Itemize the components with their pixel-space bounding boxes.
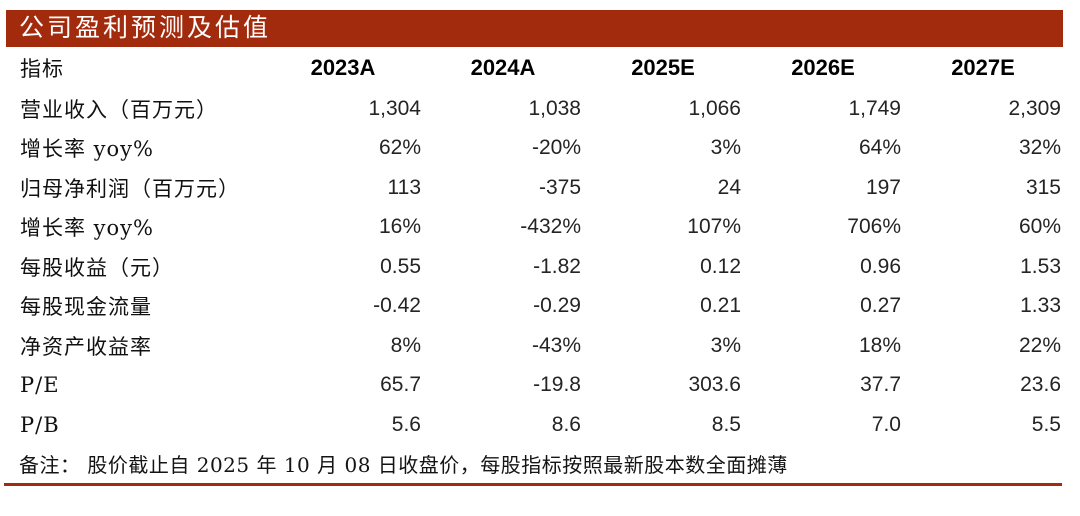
cell-value: 16% (378, 215, 421, 239)
cell-value: 3% (710, 333, 741, 357)
cell-value: -432% (520, 215, 581, 239)
row-label: P/E (20, 373, 60, 398)
cell-value: 8.5 (711, 412, 741, 436)
cell-value: 18% (858, 333, 901, 357)
table-row: 归母净利润（百万元） 113 -375 24 197 315 (6, 168, 1063, 208)
cell-value: 37.7 (860, 373, 901, 397)
cell-value: 1.33 (1020, 294, 1061, 318)
footnote: 备注： 股价截止自 2025 年 10 月 08 日收盘价，每股指标按照最新股本… (19, 452, 788, 477)
cell-value: 113 (387, 175, 421, 199)
metric-column-header: 指标 (20, 57, 64, 81)
cell-value: 24 (717, 175, 741, 199)
cell-value: 303.6 (688, 373, 741, 397)
table-row: 营业收入（百万元） 1,304 1,038 1,066 1,749 2,309 (6, 89, 1063, 129)
cell-value: 0.96 (860, 254, 901, 278)
year-column-header: 2023A (310, 55, 376, 80)
row-label: 归母净利润（百万元） (20, 176, 240, 201)
row-label: 每股收益（元） (20, 255, 174, 280)
cell-value: 0.27 (860, 294, 901, 318)
cell-value: -1.82 (533, 254, 581, 278)
cell-value: -19.8 (533, 373, 581, 397)
row-label: 每股现金流量 (20, 295, 152, 320)
table-row: 净资产收益率 8% -43% 3% 18% 22% (6, 326, 1063, 366)
cell-value: 8.6 (551, 412, 581, 436)
cell-value: 5.6 (391, 412, 421, 436)
forecast-valuation-panel: 公司盈利预测及估值 指标 2023A 2024A 2025E 2026E 2027E 营业… (4, 10, 1063, 486)
cell-value: 315 (1025, 175, 1061, 199)
cell-value: 23.6 (1020, 373, 1061, 397)
cell-value: 1,304 (368, 96, 421, 120)
cell-value: 8% (390, 333, 421, 357)
cell-value: -0.42 (373, 294, 421, 318)
cell-value: 3% (710, 136, 741, 160)
cell-value: 0.12 (700, 254, 741, 278)
cell-value: 1,749 (848, 96, 901, 120)
cell-value: 1,066 (688, 96, 741, 120)
cell-value: 7.0 (871, 412, 901, 436)
table-row: 每股现金流量 -0.42 -0.29 0.21 0.27 1.33 (6, 287, 1063, 327)
table-row: 每股收益（元） 0.55 -1.82 0.12 0.96 1.53 (6, 247, 1063, 287)
cell-value: -375 (538, 175, 581, 199)
cell-value: 0.21 (700, 294, 741, 318)
cell-value: -43% (531, 333, 581, 357)
row-label: 营业收入（百万元） (20, 97, 218, 122)
cell-value: 0.55 (380, 254, 421, 278)
table-row: P/B 5.6 8.6 8.5 7.0 5.5 (6, 405, 1063, 445)
table-title-bar: 公司盈利预测及估值 (6, 10, 1063, 47)
cell-value: 197 (865, 175, 901, 199)
year-column-header: 2025E (631, 55, 695, 80)
cell-value: -0.29 (533, 294, 581, 318)
cell-value: 107% (687, 215, 741, 239)
cell-value: 22% (1018, 333, 1061, 357)
cell-value: 1,038 (528, 96, 581, 120)
table-row: 增长率 yoy% 62% -20% 3% 64% 32% (6, 129, 1063, 169)
accent-bottom-rule (4, 482, 1062, 486)
cell-value: 32% (1018, 136, 1061, 160)
year-column-header: 2026E (791, 55, 855, 80)
cell-value: 2,309 (1008, 96, 1061, 120)
cell-value: 5.5 (1031, 412, 1061, 436)
year-column-header: 2024A (470, 55, 536, 80)
row-label: 净资产收益率 (20, 334, 152, 359)
table-row: 增长率 yoy% 16% -432% 107% 706% 60% (6, 208, 1063, 248)
cell-value: 62% (378, 136, 421, 160)
cell-value: 64% (858, 136, 901, 160)
cell-value: 1.53 (1020, 254, 1061, 278)
table-title: 公司盈利预测及估值 (19, 13, 272, 42)
year-column-header: 2027E (951, 55, 1015, 80)
table-head-row: 指标 2023A 2024A 2025E 2026E 2027E (6, 47, 1063, 89)
row-label: P/B (20, 412, 60, 437)
table-row: P/E 65.7 -19.8 303.6 37.7 23.6 (6, 366, 1063, 406)
cell-value: 60% (1018, 215, 1061, 239)
row-label: 增长率 yoy% (20, 137, 154, 162)
table-body: 营业收入（百万元） 1,304 1,038 1,066 1,749 2,309 增长率 yo… (6, 89, 1063, 445)
cell-value: -20% (531, 136, 581, 160)
cell-value: 65.7 (380, 373, 421, 397)
row-label: 增长率 yoy% (20, 216, 154, 241)
cell-value: 706% (847, 215, 901, 239)
forecast-valuation-table: 指标 2023A 2024A 2025E 2026E 2027E 营业收入（百万元） 1,3… (6, 47, 1063, 445)
